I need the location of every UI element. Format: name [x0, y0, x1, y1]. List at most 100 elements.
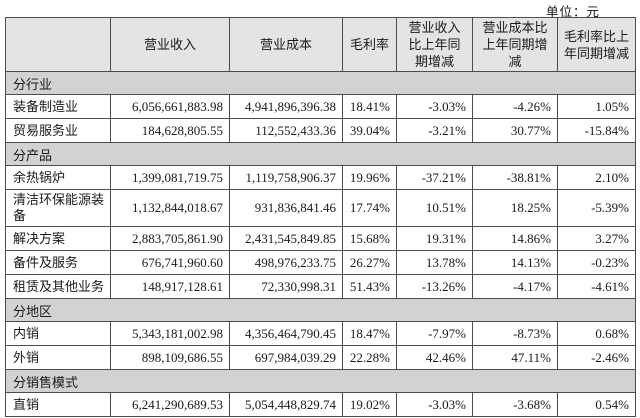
cell-value: 26.27% — [342, 250, 397, 275]
cell-value: -5.39% — [557, 189, 636, 227]
section-label: 分产品 — [5, 142, 636, 166]
cell-value: 14.13% — [472, 250, 558, 275]
cell-value: 5,343,181,002.98 — [110, 321, 230, 346]
column-header: 毛利率 — [342, 17, 397, 72]
header-row: 营业收入 营业成本 毛利率 营业收入比上年同期增减 营业成本比上年同期增减 毛利率比上年同… — [5, 17, 636, 72]
cell-value: 112,552,433.36 — [229, 118, 343, 143]
cell-value: 13.78% — [396, 250, 473, 275]
cell-value: 30.77% — [472, 118, 558, 143]
section-label: 分地区 — [5, 298, 636, 322]
cell-value: -4.17% — [472, 274, 558, 299]
cell-value: 15.68% — [342, 226, 397, 251]
table-row: 贸易服务业 184,628,805.55 112,552,433.36 39.04% -… — [5, 118, 636, 143]
column-header: 营业成本 — [229, 17, 343, 72]
cell-value: -13.26% — [396, 274, 473, 299]
table-row: 备件及服务 676,741,960.60 498,976,233.75 26.27% 1… — [5, 250, 636, 275]
cell-value: -2.46% — [557, 345, 636, 370]
cell-value: 51.43% — [342, 274, 397, 299]
table-header: 营业收入 营业成本 毛利率 营业收入比上年同期增减 营业成本比上年同期增减 毛利率比上年同… — [5, 17, 636, 72]
cell-value: 19.96% — [342, 165, 397, 190]
table-row: 外销 898,109,686.55 697,984,039.29 22.28% 42.4… — [5, 345, 636, 370]
cell-value: -4.26% — [472, 94, 558, 119]
cell-value: -3.21% — [396, 118, 473, 143]
cell-value: 47.11% — [472, 345, 558, 370]
cell-value: 10.51% — [396, 189, 473, 227]
cell-value: 6,241,290,689.53 — [110, 392, 230, 417]
row-label: 备件及服务 — [5, 250, 111, 275]
column-header: 营业收入比上年同期增减 — [396, 17, 473, 72]
cell-value: 42.46% — [396, 345, 473, 370]
row-label: 清洁环保能源装备 — [5, 189, 111, 227]
table-body: 分行业 装备制造业 6,056,661,883.98 4,941,896,396.38… — [5, 71, 636, 417]
unit-label: 单位：元 — [545, 5, 600, 19]
column-header: 毛利率比上年同期增减 — [557, 17, 636, 72]
cell-value: 6,056,661,883.98 — [110, 94, 230, 119]
cell-value: 19.02% — [342, 392, 397, 417]
cell-value: -3.03% — [396, 94, 473, 119]
row-label: 装备制造业 — [5, 94, 111, 119]
section-label: 分销售模式 — [5, 369, 636, 393]
table-row: 解决方案 2,883,705,861.90 2,431,545,849.85 15.6… — [5, 226, 636, 251]
cell-value: 1.05% — [557, 94, 636, 119]
cell-value: 498,976,233.75 — [229, 250, 343, 275]
cell-value: -3.03% — [396, 392, 473, 417]
cell-value: -38.81% — [472, 165, 558, 190]
cell-value: 184,628,805.55 — [110, 118, 230, 143]
cell-value: 72,330,998.31 — [229, 274, 343, 299]
table-row: 装备制造业 6,056,661,883.98 4,941,896,396.38 18.… — [5, 94, 636, 119]
table-row: 余热锅炉 1,399,081,719.75 1,119,758,906.37 19.9… — [5, 165, 636, 190]
financial-segment-table: 营业收入 营业成本 毛利率 营业收入比上年同期增减 营业成本比上年同期增减 毛利率比上年同… — [5, 17, 636, 417]
table-row: 清洁环保能源装备 1,132,844,018.67 931,836,841.46 17… — [5, 189, 636, 227]
cell-value: -8.73% — [472, 321, 558, 346]
row-label: 解决方案 — [5, 226, 111, 251]
cell-value: -7.97% — [396, 321, 473, 346]
section-row: 分地区 — [5, 298, 636, 322]
row-label: 余热锅炉 — [5, 165, 111, 190]
cell-value: 2,431,545,849.85 — [229, 226, 343, 251]
cell-value: 931,836,841.46 — [229, 189, 343, 227]
cell-value: 14.86% — [472, 226, 558, 251]
cell-value: 1,132,844,018.67 — [110, 189, 230, 227]
cell-value: 2,883,705,861.90 — [110, 226, 230, 251]
column-header — [5, 17, 111, 72]
cell-value: 19.31% — [396, 226, 473, 251]
section-label: 分行业 — [5, 71, 636, 95]
cell-value: 39.04% — [342, 118, 397, 143]
cell-value: 18.25% — [472, 189, 558, 227]
cell-value: -3.68% — [472, 392, 558, 417]
cell-value: -4.61% — [557, 274, 636, 299]
section-row: 分销售模式 — [5, 369, 636, 393]
cell-value: 697,984,039.29 — [229, 345, 343, 370]
row-label: 租赁及其他业务 — [5, 274, 111, 299]
cell-value: 3.27% — [557, 226, 636, 251]
table-row: 直销 6,241,290,689.53 5,054,448,829.74 19.02%… — [5, 392, 636, 417]
column-header: 营业成本比上年同期增减 — [472, 17, 558, 72]
cell-value: 4,356,464,790.45 — [229, 321, 343, 346]
section-row: 分行业 — [5, 71, 636, 95]
row-label: 直销 — [5, 392, 111, 417]
cell-value: -0.23% — [557, 250, 636, 275]
cell-value: 18.41% — [342, 94, 397, 119]
row-label: 内销 — [5, 321, 111, 346]
row-label: 外销 — [5, 345, 111, 370]
cell-value: 0.54% — [557, 392, 636, 417]
table-row: 内销 5,343,181,002.98 4,356,464,790.45 18.47%… — [5, 321, 636, 346]
cell-value: 1,119,758,906.37 — [229, 165, 343, 190]
section-row: 分产品 — [5, 142, 636, 166]
cell-value: 1,399,081,719.75 — [110, 165, 230, 190]
cell-value: 148,917,128.61 — [110, 274, 230, 299]
column-header: 营业收入 — [110, 17, 230, 72]
cell-value: 18.47% — [342, 321, 397, 346]
cell-value: 0.68% — [557, 321, 636, 346]
cell-value: 2.10% — [557, 165, 636, 190]
cell-value: -37.21% — [396, 165, 473, 190]
cell-value: 898,109,686.55 — [110, 345, 230, 370]
cell-value: 4,941,896,396.38 — [229, 94, 343, 119]
cell-value: 676,741,960.60 — [110, 250, 230, 275]
cell-value: -15.84% — [557, 118, 636, 143]
table-row: 租赁及其他业务 148,917,128.61 72,330,998.31 51.43%… — [5, 274, 636, 299]
cell-value: 5,054,448,829.74 — [229, 392, 343, 417]
row-label: 贸易服务业 — [5, 118, 111, 143]
cell-value: 22.28% — [342, 345, 397, 370]
